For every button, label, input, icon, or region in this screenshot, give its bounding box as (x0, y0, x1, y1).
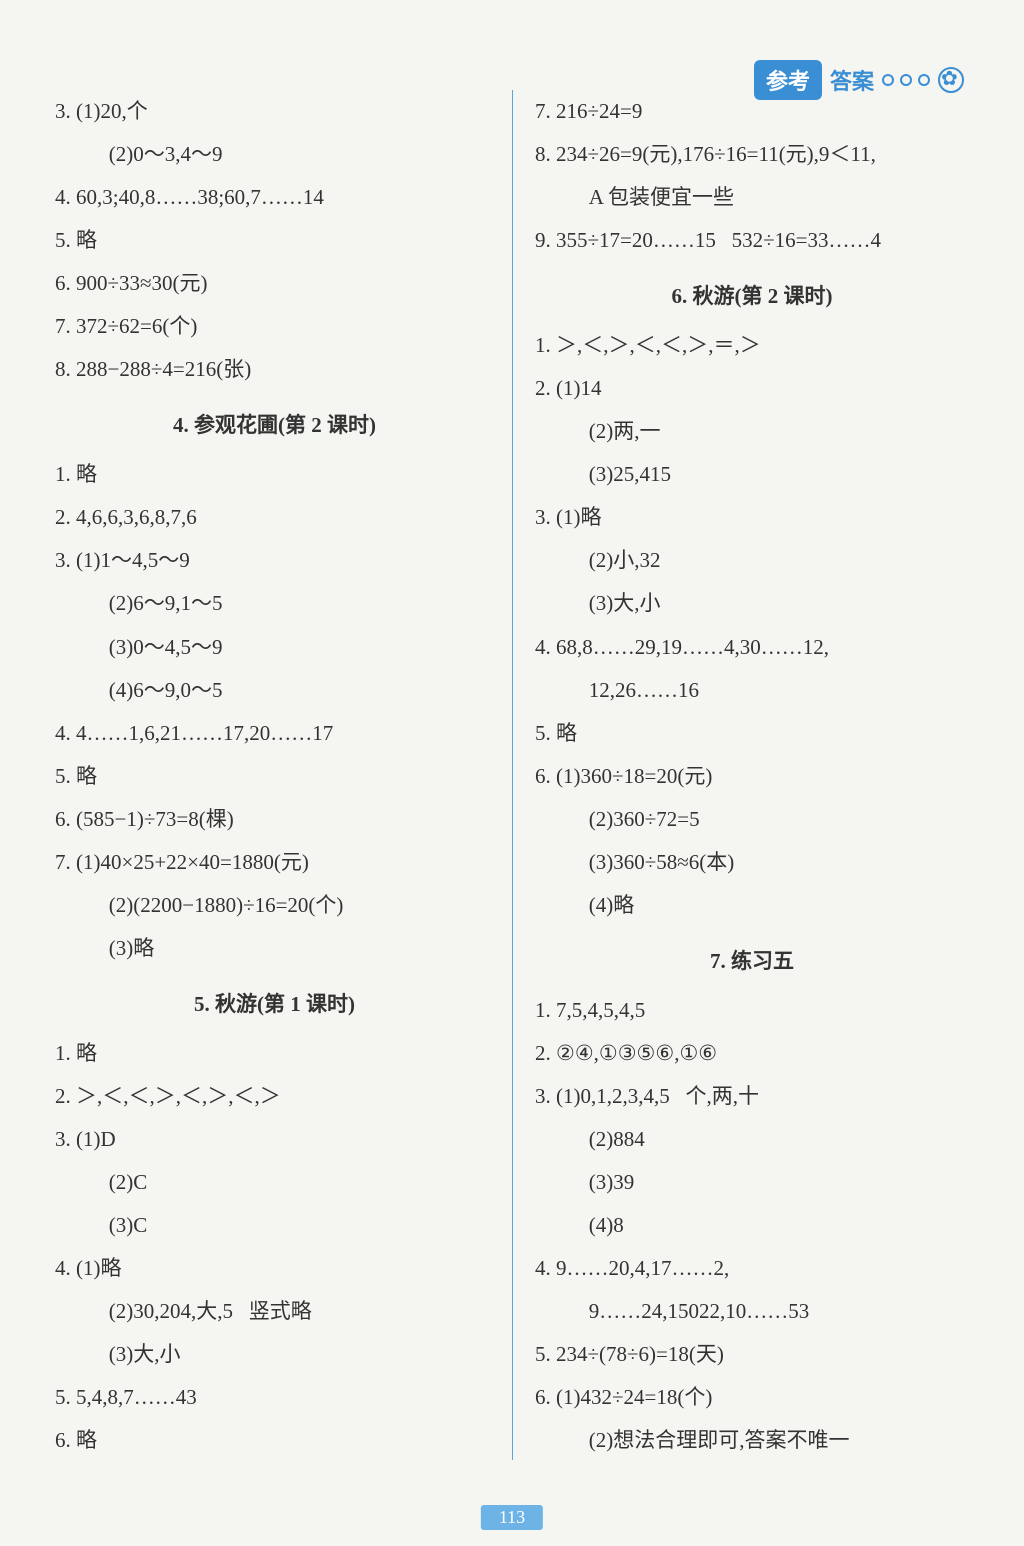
right-pre-block: 7. 216÷24=9 8. 234÷26=9(元),176÷16=11(元),… (535, 90, 969, 262)
answer-line: 4. (1)略 (55, 1247, 494, 1290)
answer-line: (2)30,204,大,5 竖式略 (55, 1290, 494, 1333)
answer-line: (3)360÷58≈6(本) (535, 841, 969, 884)
answer-line: 4. 9……20,4,17……2, (535, 1247, 969, 1290)
section-title-5: 5. 秋游(第 1 课时) (55, 988, 494, 1018)
answer-line: 12,26……16 (535, 669, 969, 712)
answer-line: 4. 68,8……29,19……4,30……12, (535, 626, 969, 669)
right-column: 7. 216÷24=9 8. 234÷26=9(元),176÷16=11(元),… (512, 90, 969, 1460)
answer-line: 6. 略 (55, 1419, 494, 1462)
answer-line: (2)想法合理即可,答案不唯一 (535, 1419, 969, 1462)
answer-line: (3)0～4,5～9 (55, 626, 494, 669)
answer-line: 2. ②④,①③⑤⑥,①⑥ (535, 1032, 969, 1075)
answer-line: 4. 4……1,6,21……17,20……17 (55, 712, 494, 755)
answer-line: 2. (1)14 (535, 367, 969, 410)
header-badge-sub: 答案 (830, 64, 874, 96)
answer-line: (3)C (55, 1204, 494, 1247)
answer-line: (2)两,一 (535, 410, 969, 453)
answer-line: 8. 288−288÷4=216(张) (55, 348, 494, 391)
answer-line: 1. ＞,＜,＞,＜,＜,＞,＝,＞ (535, 324, 969, 367)
answer-line: (3)25,415 (535, 453, 969, 496)
answer-line: 2. 4,6,6,3,6,8,7,6 (55, 496, 494, 539)
answer-line: 6. 900÷33≈30(元) (55, 262, 494, 305)
answer-line: (2)884 (535, 1118, 969, 1161)
answer-line: 5. 略 (535, 712, 969, 755)
answer-line: 1. 略 (55, 453, 494, 496)
answer-line: 2. ＞,＜,＜,＞,＜,＞,＜,＞ (55, 1075, 494, 1118)
answer-line: 5. 略 (55, 755, 494, 798)
section-5-block: 1. 略 2. ＞,＜,＜,＞,＜,＞,＜,＞ 3. (1)D (2)C (3)… (55, 1032, 494, 1462)
answer-line: (4)略 (535, 884, 969, 927)
answer-line: (3)略 (55, 927, 494, 970)
answer-line: A 包装便宜一些 (535, 176, 969, 219)
answer-line: 6. (585−1)÷73=8(棵) (55, 798, 494, 841)
answer-line: (4)8 (535, 1204, 969, 1247)
answer-line: (2)360÷72=5 (535, 798, 969, 841)
answer-line: 9……24,15022,10……53 (535, 1290, 969, 1333)
answer-line: (4)6～9,0～5 (55, 669, 494, 712)
answer-line: (2)小,32 (535, 539, 969, 582)
header-badge: 参考 (754, 60, 822, 100)
answer-line: 3. (1)0,1,2,3,4,5 个,两,十 (535, 1075, 969, 1118)
section-4-block: 1. 略 2. 4,6,6,3,6,8,7,6 3. (1)1～4,5～9 (2… (55, 453, 494, 970)
section-6-block: 1. ＞,＜,＞,＜,＜,＞,＝,＞ 2. (1)14 (2)两,一 (3)25… (535, 324, 969, 927)
left-column: 3. (1)20,个 (2)0～3,4～9 4. 60,3;40,8……38;6… (55, 90, 512, 1460)
section-title-7: 7. 练习五 (535, 945, 969, 975)
answer-line: (3)大,小 (55, 1333, 494, 1376)
answer-line: 3. (1)D (55, 1118, 494, 1161)
section-title-6: 6. 秋游(第 2 课时) (535, 280, 969, 310)
answer-line: 1. 略 (55, 1032, 494, 1075)
flower-icon (938, 67, 964, 93)
answer-line: (2)(2200−1880)÷16=20(个) (55, 884, 494, 927)
answer-line: 7. (1)40×25+22×40=1880(元) (55, 841, 494, 884)
page-number: 113 (481, 1505, 543, 1530)
answer-line: 3. (1)略 (535, 496, 969, 539)
answer-line: 5. 5,4,8,7……43 (55, 1376, 494, 1419)
answer-line: (2)0～3,4～9 (55, 133, 494, 176)
answer-line: 3. (1)1～4,5～9 (55, 539, 494, 582)
answer-line: (2)C (55, 1161, 494, 1204)
left-pre-block: 3. (1)20,个 (2)0～3,4～9 4. 60,3;40,8……38;6… (55, 90, 494, 391)
answer-line: 7. 372÷62=6(个) (55, 305, 494, 348)
answer-line: 6. (1)432÷24=18(个) (535, 1376, 969, 1419)
answer-line: 8. 234÷26=9(元),176÷16=11(元),9＜11, (535, 133, 969, 176)
answer-line: 3. (1)20,个 (55, 90, 494, 133)
answer-line: (3)39 (535, 1161, 969, 1204)
answer-line: 5. 略 (55, 219, 494, 262)
answer-line: 4. 60,3;40,8……38;60,7……14 (55, 176, 494, 219)
answer-line: (2)6～9,1～5 (55, 582, 494, 625)
page-header: 参考 答案 (754, 60, 964, 100)
answer-line: (3)大,小 (535, 582, 969, 625)
answer-line: 5. 234÷(78÷6)=18(天) (535, 1333, 969, 1376)
answer-line: 6. (1)360÷18=20(元) (535, 755, 969, 798)
answer-line: 9. 355÷17=20……15 532÷16=33……4 (535, 219, 969, 262)
section-7-block: 1. 7,5,4,5,4,5 2. ②④,①③⑤⑥,①⑥ 3. (1)0,1,2… (535, 989, 969, 1463)
answer-line: 1. 7,5,4,5,4,5 (535, 989, 969, 1032)
content-columns: 3. (1)20,个 (2)0～3,4～9 4. 60,3;40,8……38;6… (55, 90, 969, 1460)
section-title-4: 4. 参观花圃(第 2 课时) (55, 409, 494, 439)
header-dots (882, 74, 930, 86)
